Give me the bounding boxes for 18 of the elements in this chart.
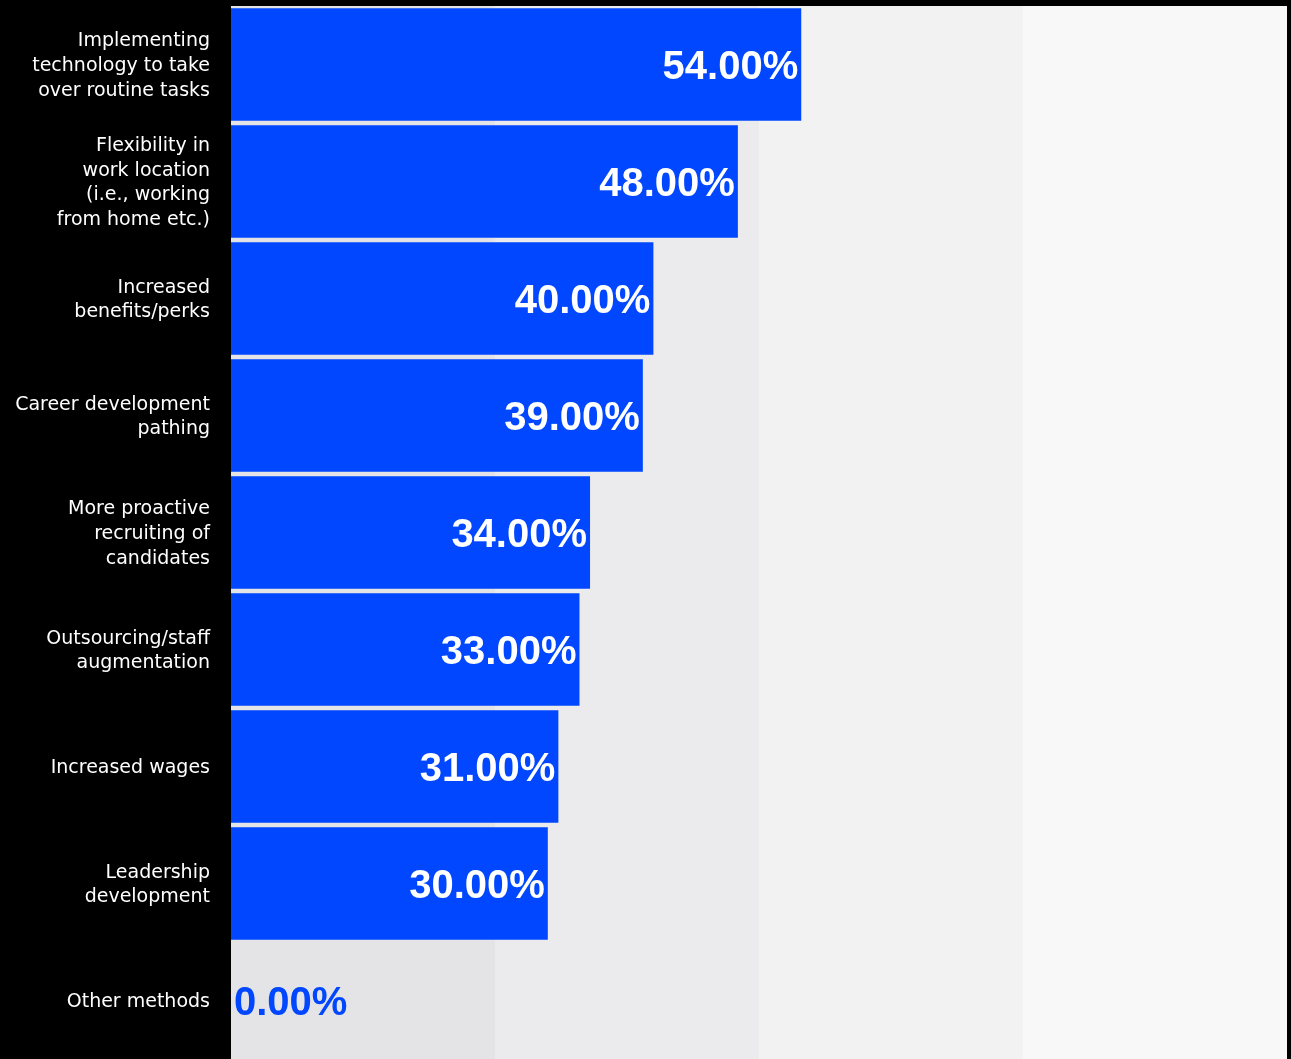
- data-label: 30.00%: [409, 861, 545, 906]
- data-label: 39.00%: [504, 393, 640, 438]
- y-tick-label: Outsourcing/staff augmentation: [46, 625, 211, 673]
- data-label: 31.00%: [419, 744, 556, 789]
- y-tick-label: Increased benefits/perks: [74, 274, 210, 322]
- y-tick-label: Flexibility in work location (i.e., working from home etc.): [56, 133, 210, 230]
- data-label: 54.00%: [662, 42, 799, 87]
- y-tick-label: Other methods: [66, 989, 210, 1012]
- y-tick-label: Increased wages: [50, 755, 210, 778]
- y-tick-label: Career development pathing: [15, 391, 210, 439]
- data-label: 33.00%: [440, 627, 577, 672]
- y-tick-label: Implementing technology to take over routine tasks: [32, 28, 210, 100]
- y-tick-label: More proactive recruiting of candidates: [68, 496, 212, 568]
- data-label: 40.00%: [514, 276, 651, 321]
- y-tick-label: Leadership development: [84, 859, 210, 907]
- data-label: 34.00%: [451, 510, 588, 555]
- data-label: 0.00%: [234, 978, 348, 1023]
- data-label: 48.00%: [599, 159, 735, 204]
